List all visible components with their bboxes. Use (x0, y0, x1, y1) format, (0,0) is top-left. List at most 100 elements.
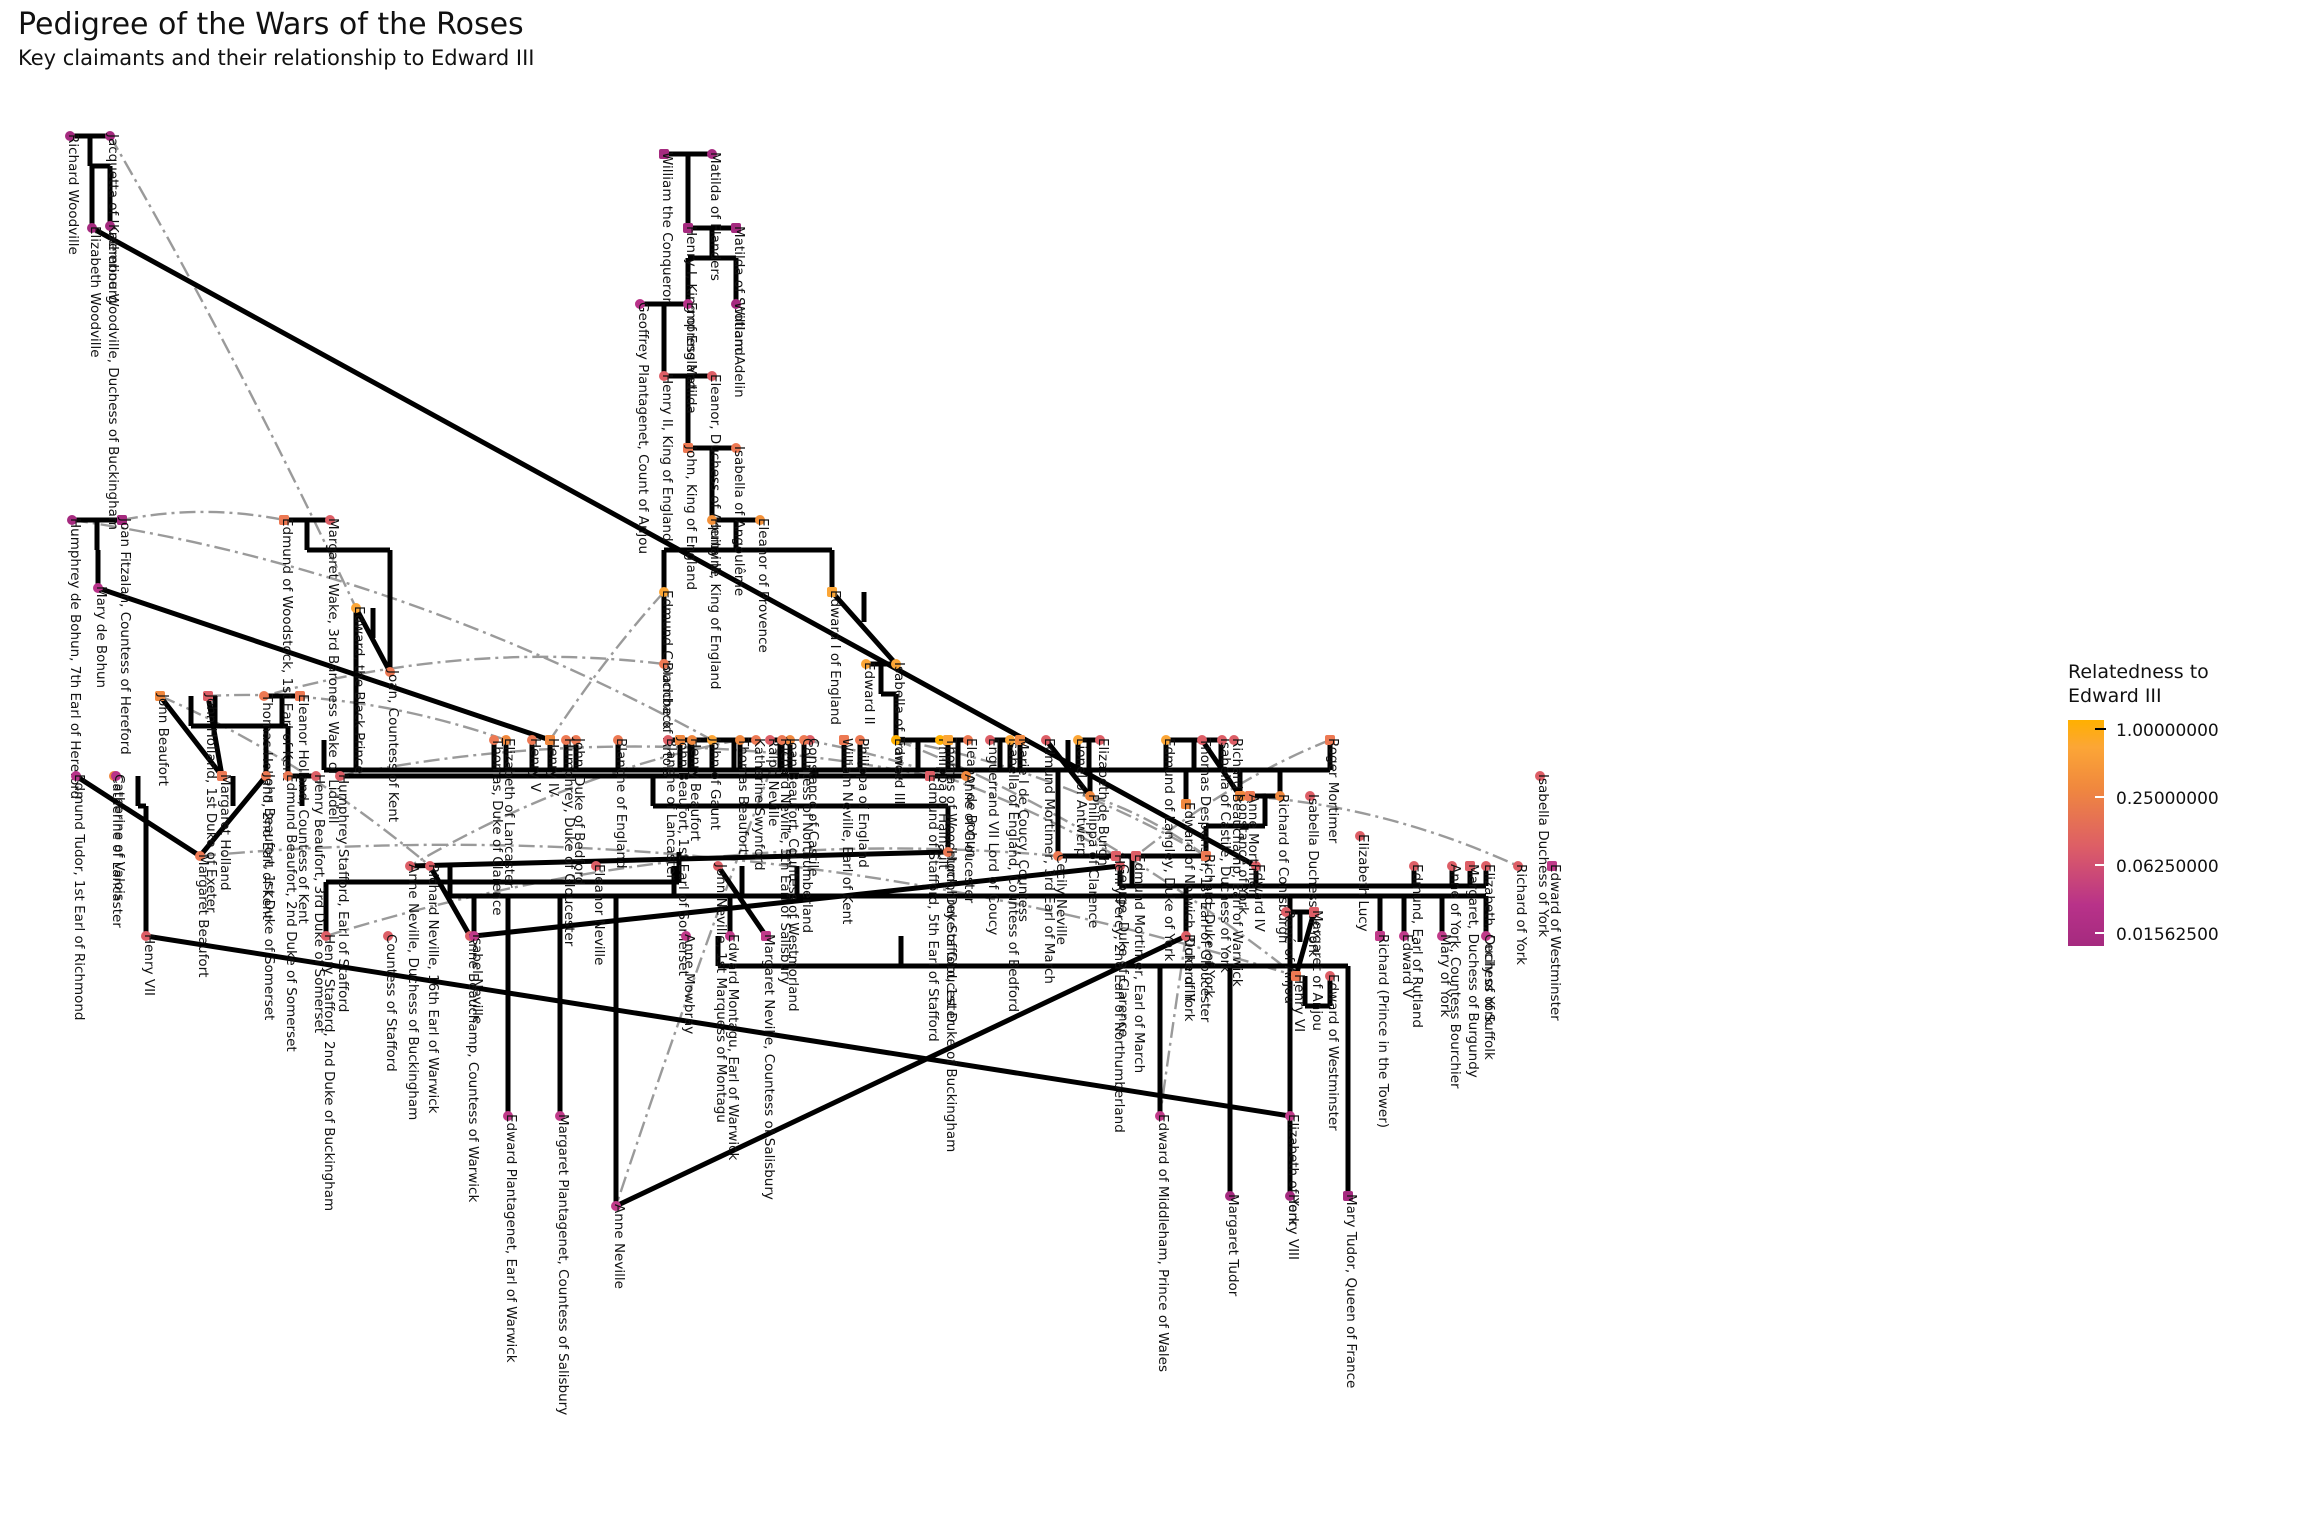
node-label: Richard Neville, 5th Earl of Salisbury (778, 738, 792, 985)
node-label: Anne Mowbray (682, 934, 696, 1034)
legend: Relatedness to Edward III 1.00000000 0.25… (2068, 660, 2304, 960)
node-label: Eleanor Neville (592, 864, 606, 965)
node-label: Edward III (892, 738, 906, 805)
node-label: Elizabeth Lucy (1356, 834, 1370, 932)
node-label: Marie I de Coucy, Countess (1016, 738, 1030, 922)
node-label: Margaret Holland (218, 774, 232, 891)
node-label: Joan Fitzalan, Countess of Hereford (118, 518, 132, 755)
node-label: Edward of Westminster (1326, 974, 1340, 1131)
node-label: Blanche of England (614, 738, 628, 869)
node-label: Humphrey de Bohun, 7th Earl of Hereford (68, 518, 82, 799)
node-label: Thomas Beaufort (736, 738, 750, 854)
node-label: Margaret Beaufort (196, 854, 210, 977)
node-label: Mary of York (1438, 934, 1452, 1017)
node-label: Henry IV (546, 738, 560, 796)
node-label: Edward of Middleham, Prince of Wales (1156, 1114, 1170, 1372)
node-label: Edward, the Black Prince (352, 606, 366, 774)
node-label: Richard III (1182, 934, 1196, 1002)
pedigree-chart-canvas: Pedigree of the Wars of the Roses Key cl… (0, 0, 2304, 1536)
node-label: Edward II (862, 662, 876, 725)
node-label: Edward Montagu, Earl of Warwick (726, 934, 740, 1160)
pedigree-edge (616, 936, 1186, 1206)
node-label: Edmund Tudor, 1st Earl of Richmond (72, 774, 86, 1021)
node-label: Richard Woodville (66, 134, 80, 255)
colorbar-tick-labels: 1.00000000 0.25000000 0.06250000 0.01562500 (2116, 720, 2304, 946)
node-label: John Beaufort (156, 694, 170, 786)
node-label: Edmund of Woodstock, 1st Earl of Kent (280, 518, 294, 781)
node-label: Margaret, Duchess of Burgundy (1466, 864, 1480, 1078)
node-label: Countess of Stafford (384, 934, 398, 1072)
node-label: Mary de Bohun (94, 586, 108, 688)
node-label: Anne Mortimer (1246, 794, 1260, 894)
node-label: Edward I of England (828, 590, 842, 725)
node-label: Anne of Gloucester (962, 774, 976, 903)
legend-tick-label: 0.25000000 (2116, 790, 2219, 808)
node-label: Eleanor of Provence (756, 518, 770, 653)
colorbar-ticks (2068, 720, 2104, 946)
node-label: Humphrey, Duke of Gloucester (562, 738, 576, 946)
page-title: Pedigree of the Wars of the Roses (18, 6, 534, 44)
node-label: Margaret Neville, Countess of Salisbury (762, 934, 776, 1200)
node-label: Thomas, Duke of Clarence (490, 738, 504, 916)
node-label: Mary Tudor, Queen of France (1344, 1194, 1358, 1388)
node-label: Richard (Prince in the Tower) (1376, 934, 1390, 1128)
node-label: Richard Beauchamp, Earl of Warwick (1230, 738, 1244, 987)
node-label: Edward Plantagenet, Earl of Warwick (504, 1114, 518, 1363)
node-label: Katherine Swynford (752, 738, 766, 871)
node-label: Henry VIII (1286, 1194, 1300, 1260)
node-label: Cecily of York (1482, 934, 1496, 1024)
pedigree-plot-area: Richard Woodville Jacquetta of Luxembourg… (0, 76, 2060, 1536)
node-label: Edward of Westminster (1548, 864, 1562, 1021)
node-label: Margaret of Anjou (1310, 910, 1324, 1031)
node-label: John Beaufort, 1st Duke of Somerset (262, 774, 276, 1020)
node-label: Countess of Northumberland (800, 738, 814, 933)
node-label: William the Conqueror (660, 152, 674, 303)
node-label: Edmund of Langley, Duke of York (1162, 738, 1176, 961)
node-label: Cecily Neville (1054, 854, 1068, 945)
node-label: Matilda of Flanders (708, 152, 722, 281)
legend-tick-label: 1.00000000 (2116, 722, 2219, 740)
kinship-edge (110, 136, 356, 608)
node-label: Margaret Tudor (1226, 1194, 1240, 1296)
node-label: Henry VI (1292, 974, 1306, 1032)
legend-tick-label: 0.01562500 (2116, 926, 2219, 944)
kinship-edge (550, 592, 664, 740)
kinship-edge (122, 512, 284, 520)
node-label: William Neville, Earl of Kent (840, 738, 854, 924)
legend-tick-label: 0.06250000 (2116, 858, 2219, 876)
node-label: Geoffrey Plantagenet, Count of Anjou (636, 302, 650, 554)
page-subtitle: Key claimants and their relationship to … (18, 44, 534, 72)
node-label: Richard of York (1514, 864, 1528, 965)
node-label: Isabel Neville (470, 934, 484, 1024)
node-label: Henry Stafford, 2nd Duke of Buckingham (322, 934, 336, 1211)
node-label: Joan, Countess of Kent (386, 670, 400, 822)
node-label: Roger Mortimer (1326, 738, 1340, 843)
node-label: Empress Matilda (684, 302, 698, 414)
node-label: Richard, Duke of York (1202, 854, 1216, 998)
node-label: Henry Percy, 2nd Earl of Northumberland (1112, 854, 1126, 1133)
node-label: Elizabeth Woodville (88, 226, 102, 358)
node-label: Edmund Mortimer, Earl of March (1132, 854, 1146, 1073)
node-label: Edmund Beaufort, 2nd Duke of Somerset (284, 774, 298, 1052)
node-label: Henry III, King of England (708, 518, 722, 690)
node-label: Humphrey Stafford, Earl of Stafford (336, 774, 350, 1012)
node-label: Anne Neville (612, 1204, 626, 1289)
node-label: Philippa of England (856, 738, 870, 868)
node-label: Henry Beaufort (688, 738, 702, 841)
node-label: Catherine of Valois (112, 774, 126, 901)
node-label: Isabella of Angoulême (732, 446, 746, 596)
node-label: Margaret Plantagenet, Countess of Salisb… (556, 1114, 570, 1415)
node-label: Henry II, King of England (660, 374, 674, 542)
node-label: Edward V (1400, 934, 1414, 998)
node-label: Philippa of Clarence (1086, 794, 1100, 928)
node-label: Humphrey Stafford, 1st Duke of Buckingha… (944, 850, 958, 1152)
node-label: Anne Neville, Duchess of Buckingham (406, 864, 420, 1120)
node-label: Richard Neville, 16th Earl of Warwick (426, 864, 440, 1113)
title-block: Pedigree of the Wars of the Roses Key cl… (18, 6, 534, 72)
node-label: Henry V (528, 738, 542, 792)
node-label: Edmund of Stafford, 5th Earl of Stafford (926, 774, 940, 1042)
node-label: Henry VII (142, 934, 156, 996)
node-label: John of Gaunt (708, 738, 722, 830)
node-label: Enguerrand VII Lord of Coucy (986, 738, 1000, 935)
legend-title-line2: Edward III (2068, 684, 2304, 708)
